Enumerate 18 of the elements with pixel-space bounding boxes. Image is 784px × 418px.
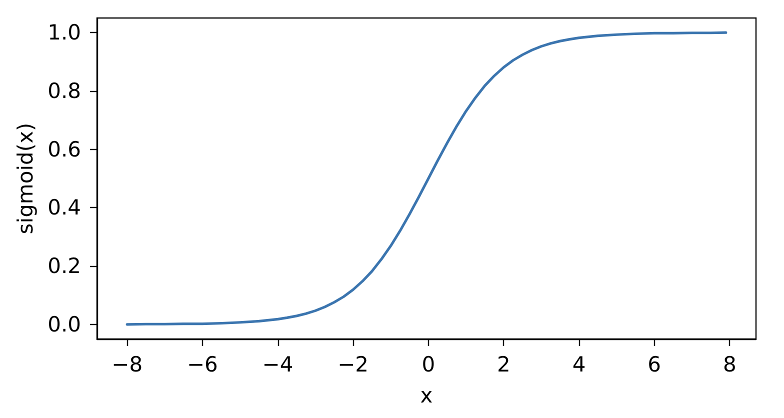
y-tick-label: 0.2 [48,254,81,278]
x-tick-label: 4 [572,352,586,376]
x-axis-title: x [420,384,433,408]
y-tick-label: 0.8 [48,78,81,103]
x-tick-label: 2 [497,352,510,376]
y-tick-label: 0.0 [48,312,81,336]
line-series [126,31,728,326]
y-tick-label: 1.0 [48,20,81,45]
x-tick-label: 6 [648,352,662,376]
x-tick-label: 0 [422,352,436,376]
y-axis-title: sigmoid(x) [14,122,38,234]
y-tick-label: 0.4 [48,196,81,220]
x-tick-label: −8 [112,352,143,376]
x-tick-label: 8 [722,352,736,376]
x-tick-label: −2 [338,352,369,376]
x-tick-label: −6 [186,352,218,376]
x-tick-label: −4 [262,352,294,376]
y-tick-label: 0.6 [48,137,81,162]
